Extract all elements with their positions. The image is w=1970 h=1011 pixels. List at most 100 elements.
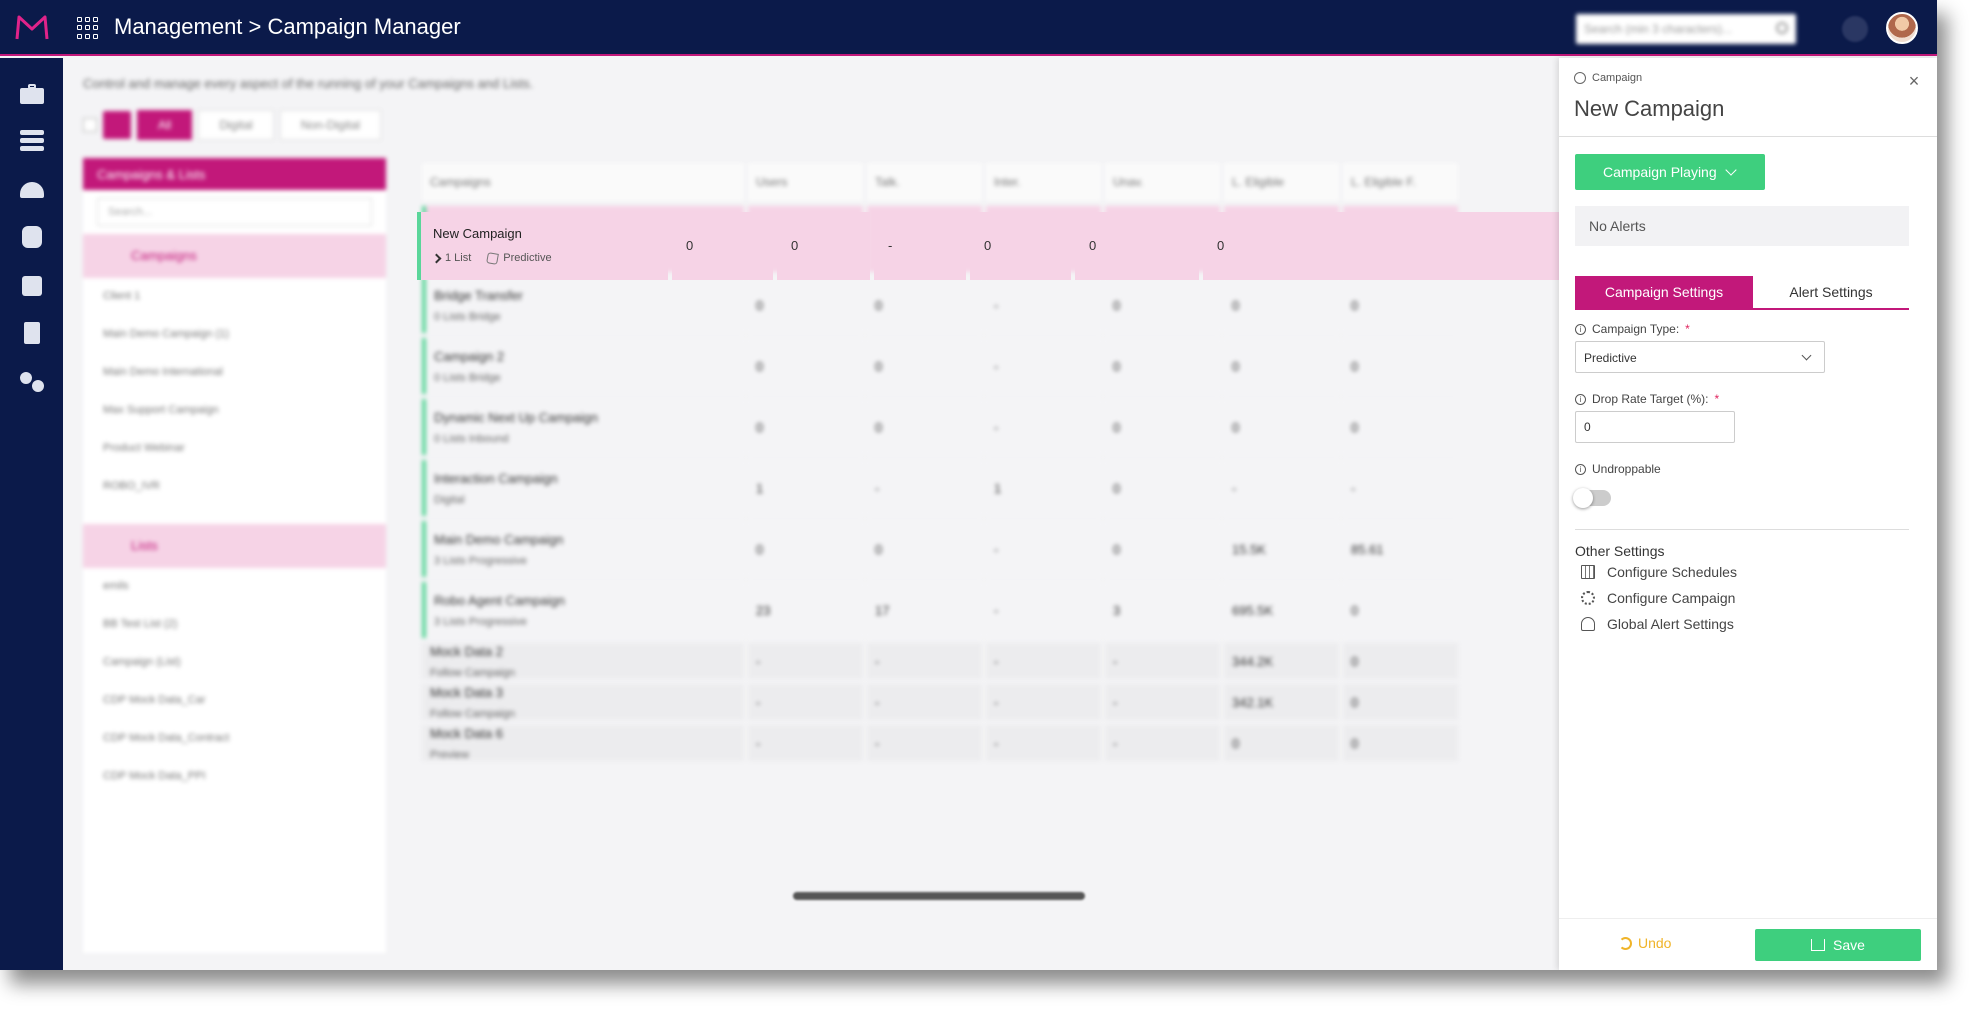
value-cell: 17 (867, 582, 982, 638)
tree-item[interactable]: ROBO_IVR (103, 480, 160, 492)
tree-item[interactable]: CDP Mock Data_PPI (103, 770, 206, 782)
column-header[interactable]: Unav. (1105, 163, 1220, 201)
table-row[interactable]: Main Demo Campaign 3 Lists Progressive 0 0-… (422, 521, 1458, 577)
lists-section-header[interactable]: Lists (83, 524, 386, 568)
search-placeholder: Search (min 3 characters)... (1584, 22, 1733, 36)
configure-schedules-link[interactable]: Configure Schedules (1581, 564, 1737, 580)
nav-contacts-icon[interactable] (20, 274, 44, 296)
campaign-cell[interactable]: Interaction Campaign Digital (422, 460, 744, 516)
campaign-cell[interactable]: Campaign 2 0 Lists Bridge (422, 338, 744, 394)
tree-item[interactable]: Product Webinar (103, 442, 185, 454)
value-cell: 0 (748, 277, 863, 333)
table-row[interactable]: Mock Data 6 Preview - - - -0 0 (422, 725, 1458, 761)
phone-icon (486, 251, 500, 265)
nav-database-icon[interactable] (20, 226, 44, 248)
campaign-cell[interactable]: Robo Agent Campaign 3 Lists Progressive (422, 582, 744, 638)
global-alert-settings-link[interactable]: Global Alert Settings (1581, 616, 1734, 632)
tree-item[interactable]: emils (103, 580, 129, 592)
configure-campaign-link[interactable]: Configure Campaign (1581, 590, 1735, 606)
campaigns-search-input[interactable]: Search... (97, 198, 372, 226)
table-row[interactable]: Mock Data 2 Follow Campaign - - - -344.2K 0 (422, 643, 1458, 679)
campaign-cell[interactable]: Bridge Transfer 0 Lists Bridge (422, 277, 744, 333)
info-icon[interactable]: i (1575, 393, 1586, 405)
select-all-checkbox[interactable] (83, 118, 97, 132)
campaign-type-select[interactable]: Predictive (1575, 341, 1825, 373)
value-cell: 0 (1224, 399, 1339, 455)
campaign-cell[interactable]: Main Demo Campaign 3 Lists Progressive (422, 521, 744, 577)
tree-item[interactable]: Max Support Campaign (103, 404, 219, 416)
campaigns-lists-panel: Campaigns & Lists Search... Campaigns Cl… (83, 158, 386, 953)
nav-settings-icon[interactable] (20, 370, 44, 392)
apps-grid-icon[interactable] (77, 17, 99, 39)
campaign-cell[interactable]: Mock Data 6 Preview (422, 725, 744, 761)
selected-campaign-row[interactable]: New Campaign 1 List Predictive 0 0 - 0 0… (417, 212, 1560, 280)
drop-rate-label: i Drop Rate Target (%): * (1575, 392, 1719, 406)
column-header[interactable]: Campaigns (422, 163, 744, 201)
search-icon (1776, 22, 1788, 34)
nav-document-icon[interactable] (20, 322, 44, 344)
drop-rate-input[interactable] (1575, 411, 1735, 443)
campaign-name: Main Demo Campaign (434, 531, 564, 547)
chevron-down-icon (1725, 164, 1737, 176)
unav-cell: 0 (970, 212, 1071, 280)
close-icon[interactable]: × (1908, 71, 1920, 91)
tree-item[interactable]: Main Demo International (103, 366, 223, 378)
nav-dashboard-icon[interactable] (20, 178, 44, 200)
campaign-cell[interactable]: Dynamic Next Up Campaign 0 Lists Inbound (422, 399, 744, 455)
notifications-icon[interactable] (1842, 16, 1868, 42)
brand-logo-icon[interactable] (14, 12, 50, 44)
view-toggle-button[interactable] (103, 111, 131, 139)
value-cell: - (1343, 460, 1458, 516)
column-header[interactable]: Talk. (867, 163, 982, 201)
info-icon[interactable]: i (1575, 463, 1586, 475)
table-row[interactable]: Dynamic Next Up Campaign 0 Lists Inbound 0… (422, 399, 1458, 455)
selected-campaign-cell[interactable]: New Campaign 1 List Predictive (417, 212, 668, 280)
campaign-cell[interactable]: Mock Data 2 Follow Campaign (422, 643, 744, 679)
table-row[interactable]: Mock Data 3 Follow Campaign - - - -342.1K 0 (422, 684, 1458, 720)
value-cell: 0 (1224, 277, 1339, 333)
main-content: Control and manage every aspect of the r… (63, 58, 1559, 970)
column-header[interactable]: Users (748, 163, 863, 201)
filter-digital-button[interactable]: Digital (198, 110, 274, 140)
filter-non-digital-button[interactable]: Non-Digital (279, 110, 382, 140)
global-search-input[interactable]: Search (min 3 characters)... (1576, 14, 1796, 44)
tab-alert-settings[interactable]: Alert Settings (1789, 284, 1873, 300)
undo-button[interactable]: Undo (1619, 935, 1671, 951)
campaigns-section-header[interactable]: Campaigns (83, 234, 386, 278)
chevron-down-icon (1801, 350, 1812, 361)
filter-all-button[interactable]: All (137, 110, 193, 140)
table-row[interactable]: Robo Agent Campaign 3 Lists Progressive 23… (422, 582, 1458, 638)
gear-icon (1581, 591, 1595, 605)
nav-table-icon[interactable] (20, 130, 44, 152)
tree-item[interactable]: Campaign (List) (103, 656, 181, 668)
tree-item[interactable]: BB Test List (2) (103, 618, 178, 630)
save-button[interactable]: Save (1755, 929, 1921, 961)
tab-campaign-settings[interactable]: Campaign Settings (1575, 276, 1753, 308)
tree-item[interactable]: CDP Mock Data_Car (103, 694, 206, 706)
value-cell: 0 (748, 399, 863, 455)
tree-item[interactable]: Main Demo Campaign (1) (103, 328, 229, 340)
column-header[interactable]: L. Eligible F. (1343, 163, 1458, 201)
value-cell: 23 (748, 582, 863, 638)
inter-cell: - (874, 212, 966, 280)
column-header[interactable]: L. Eligible (1224, 163, 1339, 201)
table-row[interactable]: Bridge Transfer 0 Lists Bridge 0 0-0 0 0 (422, 277, 1458, 333)
nav-briefcase-icon[interactable] (20, 82, 44, 104)
tree-item[interactable]: CDP Mock Data_Contract (103, 732, 230, 744)
campaign-cell[interactable]: Mock Data 3 Follow Campaign (422, 684, 744, 720)
user-avatar[interactable] (1886, 12, 1918, 44)
chevron-right-icon[interactable] (431, 253, 442, 263)
tree-item[interactable]: Client 1 (103, 290, 141, 302)
column-header[interactable]: Inter. (986, 163, 1101, 201)
campaign-playing-button[interactable]: Campaign Playing (1575, 154, 1765, 190)
grid-header-row: Campaigns Users Talk. Inter. Unav. L. El… (422, 163, 1458, 201)
value-cell: 1 (748, 460, 863, 516)
undroppable-toggle[interactable] (1573, 488, 1611, 508)
value-cell: 0 (1105, 277, 1220, 333)
campaign-meta: Follow Campaign (430, 707, 515, 720)
app-window: Management > Campaign Manager Search (mi… (0, 0, 1937, 970)
horizontal-scrollbar[interactable] (793, 892, 1085, 900)
info-icon[interactable]: i (1575, 323, 1586, 335)
table-row[interactable]: Interaction Campaign Digital 1-1 0- - (422, 460, 1458, 516)
